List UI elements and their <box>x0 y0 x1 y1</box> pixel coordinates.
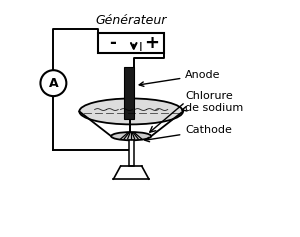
Text: Anode: Anode <box>139 70 221 86</box>
Ellipse shape <box>111 132 151 140</box>
Circle shape <box>40 70 66 96</box>
Text: Cathode: Cathode <box>145 125 232 142</box>
Bar <box>124 67 134 118</box>
Text: A: A <box>49 77 58 90</box>
Text: Générateur: Générateur <box>95 14 167 27</box>
Text: I: I <box>139 41 142 54</box>
Text: +: + <box>144 33 159 51</box>
Bar <box>129 140 134 166</box>
Bar <box>98 32 164 53</box>
Text: -: - <box>109 33 116 51</box>
Text: Chlorure
de sodium: Chlorure de sodium <box>182 91 244 113</box>
Ellipse shape <box>79 98 183 124</box>
